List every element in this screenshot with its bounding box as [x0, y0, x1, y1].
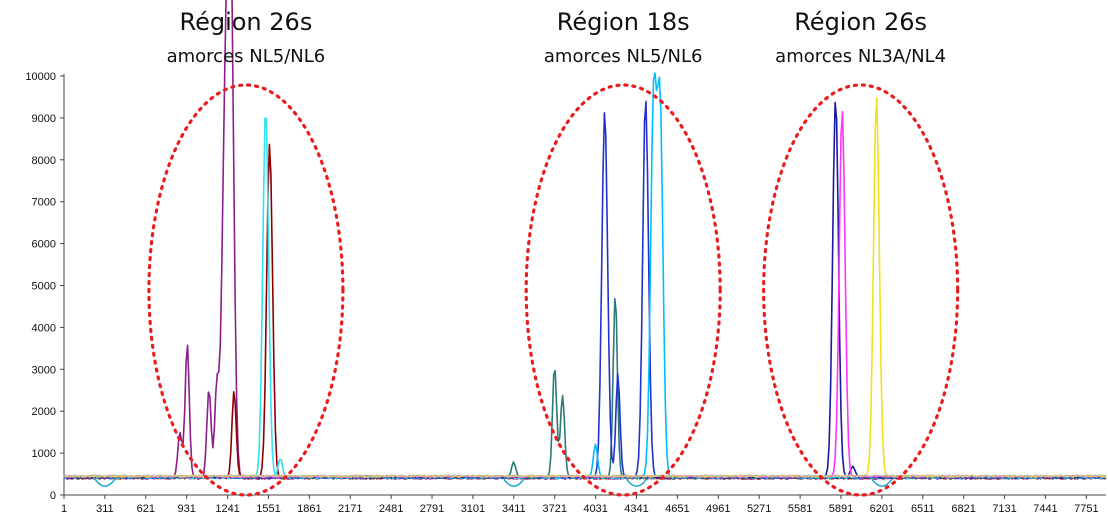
baseline-dip — [503, 478, 525, 487]
x-tick-label: 7751 — [1074, 503, 1098, 515]
x-tick-label: 2791 — [420, 503, 444, 515]
chart-axes: 0 1000 2000 3000 4000 5000 6000 7000 8000 9000 100… — [25, 71, 1106, 515]
region-ellipse — [524, 83, 722, 497]
x-tick-label: 3721 — [542, 503, 566, 515]
baseline-dip — [625, 478, 648, 487]
x-tick-label: 4961 — [706, 503, 730, 515]
y-tick-label: 10000 — [25, 71, 56, 83]
x-tick-label: 4341 — [624, 503, 648, 515]
region-subtitle: amorces NL5/NL6 — [167, 46, 326, 67]
series-line — [63, 0, 1107, 480]
y-tick-label: 3000 — [32, 364, 56, 376]
region-title: Région 18s — [557, 8, 690, 36]
x-tick-label: 7441 — [1033, 503, 1057, 515]
series-line — [63, 110, 1107, 479]
series-layer — [63, 0, 1107, 487]
y-tick-label: 7000 — [32, 197, 56, 209]
x-tick-label: 1241 — [215, 503, 239, 515]
x-tick-label: 4651 — [665, 503, 689, 515]
y-tick-label: 0 — [50, 490, 56, 502]
x-tick-label: 3101 — [461, 503, 485, 515]
baseline-dip — [871, 478, 893, 487]
baseline-dip — [94, 478, 116, 487]
series-line — [63, 100, 1107, 479]
region-ellipses — [147, 83, 960, 497]
region-ellipse — [147, 83, 345, 497]
y-tick-label: 9000 — [32, 113, 56, 125]
x-tick-label: 3411 — [502, 503, 526, 515]
series-line — [63, 101, 1107, 479]
region-subtitle: amorces NL3A/NL4 — [775, 46, 946, 67]
y-tick-label: 1000 — [32, 448, 56, 460]
region-labels: Région 26s amorces NL5/NL6 Région 18s amorc… — [167, 8, 946, 67]
x-tick-label: 6201 — [870, 503, 894, 515]
series-line — [63, 97, 1107, 478]
x-tick-label: 931 — [178, 503, 196, 515]
x-tick-label: 6821 — [951, 503, 975, 515]
x-tick-label: 5271 — [747, 503, 771, 515]
x-tick-label: 1 — [61, 503, 67, 515]
series-line — [63, 474, 1107, 478]
x-tick-label: 5891 — [829, 503, 853, 515]
region-subtitle: amorces NL5/NL6 — [544, 46, 703, 67]
x-tick-label: 7131 — [992, 503, 1016, 515]
x-tick-label: 2171 — [338, 503, 362, 515]
x-tick-label: 1861 — [297, 503, 321, 515]
x-tick-label: 4031 — [583, 503, 607, 515]
series-line — [63, 72, 1107, 479]
y-tick-label: 2000 — [32, 406, 56, 418]
region-title: Région 26s — [179, 8, 312, 36]
x-tick-label: 6511 — [911, 503, 935, 515]
y-tick-label: 5000 — [32, 281, 56, 293]
region-ellipse — [762, 83, 960, 497]
y-tick-label: 8000 — [32, 155, 56, 167]
x-tick-label: 1551 — [256, 503, 280, 515]
x-tick-label: 311 — [96, 503, 114, 515]
y-tick-label: 4000 — [32, 322, 56, 334]
x-tick-label: 621 — [137, 503, 155, 515]
x-tick-label: 5581 — [788, 503, 812, 515]
x-tick-label: 2481 — [379, 503, 403, 515]
y-tick-label: 6000 — [32, 239, 56, 251]
series-line — [63, 117, 1107, 480]
region-title: Région 26s — [794, 8, 927, 36]
